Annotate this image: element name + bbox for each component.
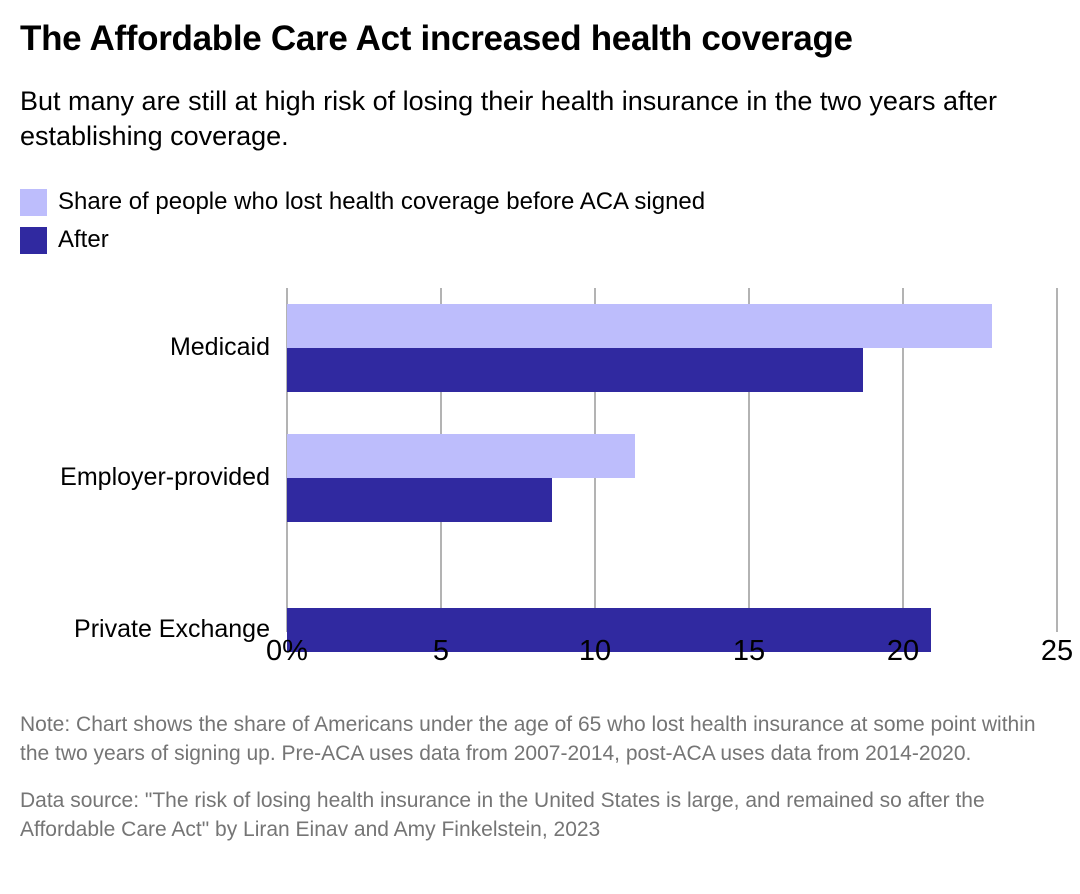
category-label-private-exchange: Private Exchange xyxy=(74,615,270,643)
legend-swatch-after-icon xyxy=(20,226,47,254)
plot-area xyxy=(286,288,1058,652)
tick-label-0: 0% xyxy=(266,635,308,667)
note-data-source: Data source: "The risk of losing health … xyxy=(20,789,985,841)
bar-medicaid-after[interactable] xyxy=(287,348,863,392)
gridline-20 xyxy=(902,288,904,632)
legend-swatch-before-icon xyxy=(20,188,47,216)
bar-chart: Medicaid Employer-provided Private Exchang… xyxy=(0,272,1080,672)
page-subtitle: But many are still at high risk of losin… xyxy=(20,86,997,151)
legend-item-before[interactable]: Share of people who lost health coverage… xyxy=(20,183,1060,221)
bar-medicaid-before[interactable] xyxy=(287,304,993,348)
tick-label-15: 15 xyxy=(732,635,766,667)
bar-employer-provided-before[interactable] xyxy=(287,434,636,478)
page-title: The Affordable Care Act increased health… xyxy=(20,19,853,58)
footnotes: Note: Chart shows the share of Americans… xyxy=(20,710,1060,844)
tick-label-25: 25 xyxy=(1040,635,1074,667)
chart-legend: Share of people who lost health coverage… xyxy=(20,183,1060,259)
tick-label-10: 10 xyxy=(578,635,612,667)
gridline-25 xyxy=(1056,288,1058,632)
bar-private-exchange-after[interactable] xyxy=(287,608,931,652)
legend-label-after: After xyxy=(58,226,109,253)
legend-label-before: Share of people who lost health coverage… xyxy=(58,188,706,215)
category-label-employer-provided: Employer-provided xyxy=(60,463,270,491)
gridline-15 xyxy=(748,288,750,632)
tick-label-20: 20 xyxy=(886,635,920,667)
category-label-medicaid: Medicaid xyxy=(169,333,270,361)
bar-employer-provided-after[interactable] xyxy=(287,478,552,522)
tick-label-5: 5 xyxy=(432,635,450,667)
note-methodology: Note: Chart shows the share of Americans… xyxy=(20,713,1036,765)
legend-item-after[interactable]: After xyxy=(20,221,1060,259)
